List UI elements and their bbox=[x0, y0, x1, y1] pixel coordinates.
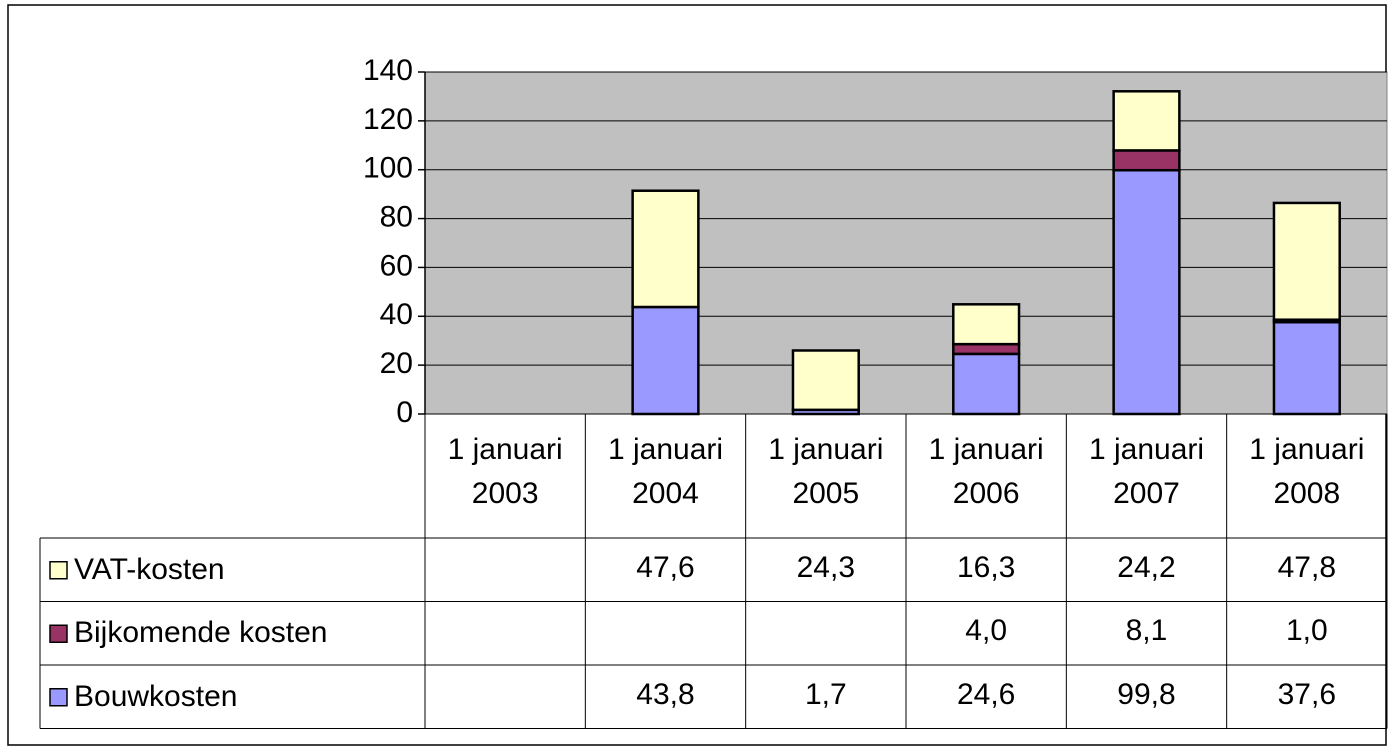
x-tick-label: 1 januari 2004 bbox=[607, 433, 724, 510]
bar-segment bbox=[1112, 168, 1181, 416]
y-tick-label: 120 bbox=[363, 103, 413, 136]
data-label: 99,8 bbox=[1117, 677, 1176, 711]
bar-segment bbox=[791, 349, 860, 412]
y-tick-label: 60 bbox=[380, 249, 413, 282]
data-label: 24,3 bbox=[796, 550, 856, 584]
legend-key bbox=[49, 561, 68, 580]
legend-label: Bouwkosten bbox=[74, 679, 238, 713]
bar-segment bbox=[631, 305, 700, 416]
x-tick-label: 1 januari 2003 bbox=[447, 433, 563, 510]
data-label: 1,0 bbox=[1285, 614, 1328, 648]
x-tick-label: 1 januari 2008 bbox=[1249, 433, 1365, 510]
data-label: 16,3 bbox=[956, 550, 1016, 584]
y-tick-label: 0 bbox=[396, 396, 413, 429]
x-tick-label: 1 januari 2006 bbox=[928, 433, 1044, 510]
plot-area bbox=[424, 71, 1388, 415]
y-tick-label: 140 bbox=[363, 54, 413, 87]
data-label: 47,8 bbox=[1277, 550, 1337, 584]
legend-key bbox=[49, 688, 68, 707]
data-label: 47,6 bbox=[636, 550, 695, 584]
data-label: 4,0 bbox=[965, 614, 1008, 648]
x-tick-label: 1 januari 2005 bbox=[768, 433, 884, 510]
bar-segment bbox=[631, 189, 700, 309]
y-tick-label: 40 bbox=[380, 298, 413, 331]
data-label: 43,8 bbox=[636, 677, 695, 711]
legend-label: VAT-kosten bbox=[74, 552, 225, 586]
bar-segment bbox=[952, 352, 1021, 416]
data-label: 24,6 bbox=[956, 677, 1016, 711]
bar-segment bbox=[1272, 201, 1341, 321]
bar-segment bbox=[952, 303, 1021, 346]
y-tick-label: 100 bbox=[363, 152, 413, 185]
data-label: 24,2 bbox=[1117, 550, 1176, 584]
y-tick-label: 20 bbox=[380, 347, 413, 380]
bar-segment bbox=[1112, 149, 1181, 172]
bar-segment bbox=[952, 342, 1021, 356]
legend-label: Bijkomende kosten bbox=[74, 616, 328, 650]
bar-segment bbox=[1272, 320, 1341, 416]
data-label: 37,6 bbox=[1277, 677, 1337, 711]
y-tick-label: 80 bbox=[380, 200, 413, 233]
x-tick-label: 1 januari 2007 bbox=[1088, 433, 1205, 510]
legend-key bbox=[49, 624, 68, 643]
data-label: 8,1 bbox=[1125, 614, 1168, 648]
bar-segment bbox=[1112, 90, 1181, 152]
data-label: 1,7 bbox=[804, 677, 847, 711]
